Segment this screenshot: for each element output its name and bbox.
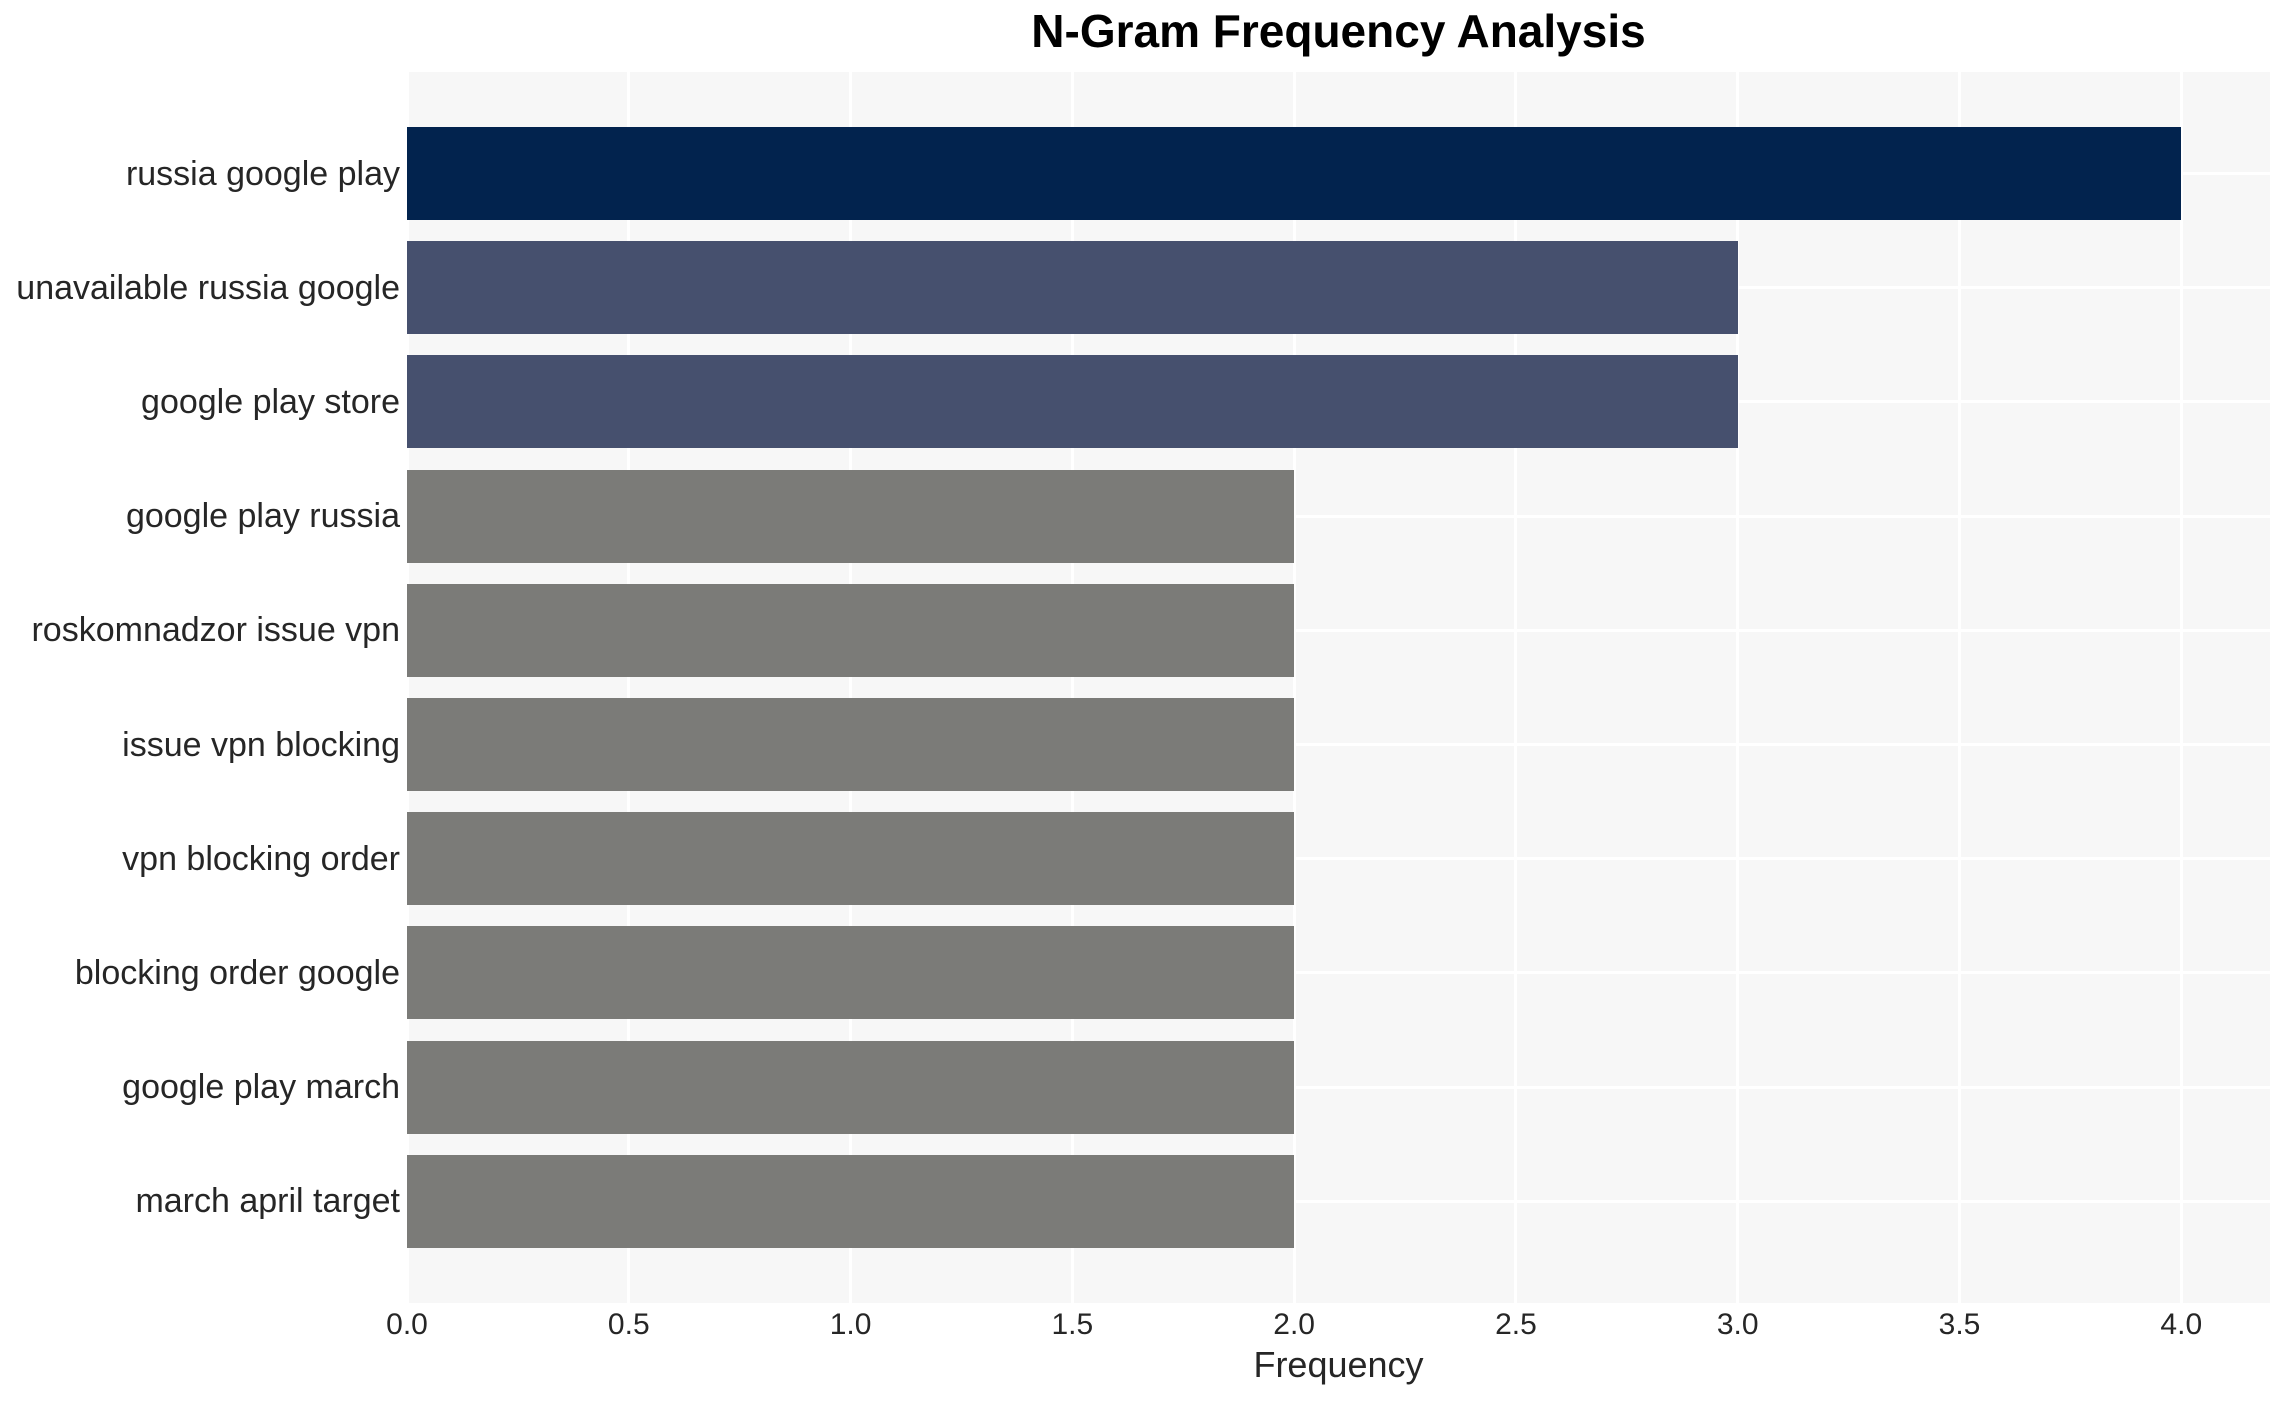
bar-vpn-blocking-order	[407, 812, 1295, 906]
y-tick-label: issue vpn blocking	[122, 725, 400, 764]
x-gridline	[1514, 72, 1518, 1303]
y-tick-label: march april target	[135, 1182, 400, 1221]
x-tick-label: 0.0	[386, 1308, 428, 1341]
x-gridline	[2179, 72, 2183, 1303]
x-tick-label: 1.0	[829, 1308, 872, 1341]
chart-title: N-Gram Frequency Analysis	[1031, 5, 1646, 57]
x-tick-label: 3.5	[1938, 1308, 1981, 1341]
x-tick-label: 2.5	[1495, 1308, 1537, 1341]
y-tick-label: russia google play	[125, 154, 400, 193]
x-gridline	[1292, 72, 1296, 1303]
bar-google-play-russia	[407, 469, 1295, 563]
y-gridline	[407, 971, 2270, 975]
bar-march-april-target	[407, 1154, 1295, 1248]
bar-google-play-march	[407, 1040, 1295, 1134]
y-tick-label: google play russia	[125, 497, 400, 536]
y-tick-label: vpn blocking order	[122, 839, 400, 878]
x-tick-label: 2.0	[1273, 1308, 1315, 1341]
y-gridline	[407, 628, 2270, 632]
y-tick-label: blocking order google	[74, 953, 400, 992]
bar-unavailable-russia-google	[407, 241, 1738, 335]
x-tick-label: 4.0	[2160, 1308, 2203, 1341]
bar-issue-vpn-blocking	[407, 698, 1295, 791]
bar-google-play-store	[407, 355, 1738, 449]
x-tick-label: 0.5	[607, 1308, 650, 1341]
y-gridline	[407, 857, 2270, 861]
x-gridline	[849, 72, 853, 1303]
x-gridline	[405, 72, 409, 1303]
bar-roskomnadzor-issue-vpn	[407, 583, 1295, 677]
x-tick-label: 1.5	[1051, 1308, 1094, 1341]
y-gridline	[407, 1199, 2270, 1203]
x-gridline	[627, 72, 631, 1303]
x-gridline	[1736, 72, 1740, 1303]
x-axis-label: Frequency	[1253, 1344, 1424, 1385]
bar-russia-google-play	[407, 127, 2182, 220]
y-gridline	[407, 514, 2270, 518]
y-gridline	[407, 1085, 2270, 1089]
y-tick-label: google play march	[122, 1068, 400, 1107]
plot-area	[405, 72, 2270, 1303]
x-gridline	[1958, 72, 1961, 1303]
x-gridline	[1070, 72, 1074, 1303]
bar-blocking-order-google	[407, 926, 1295, 1020]
y-tick-label: unavailable russia google	[16, 268, 400, 307]
y-tick-label: roskomnadzor issue vpn	[31, 611, 400, 650]
y-gridline	[407, 743, 2270, 746]
y-tick-label: google play store	[141, 382, 400, 421]
x-tick-label: 3.0	[1716, 1308, 1759, 1341]
